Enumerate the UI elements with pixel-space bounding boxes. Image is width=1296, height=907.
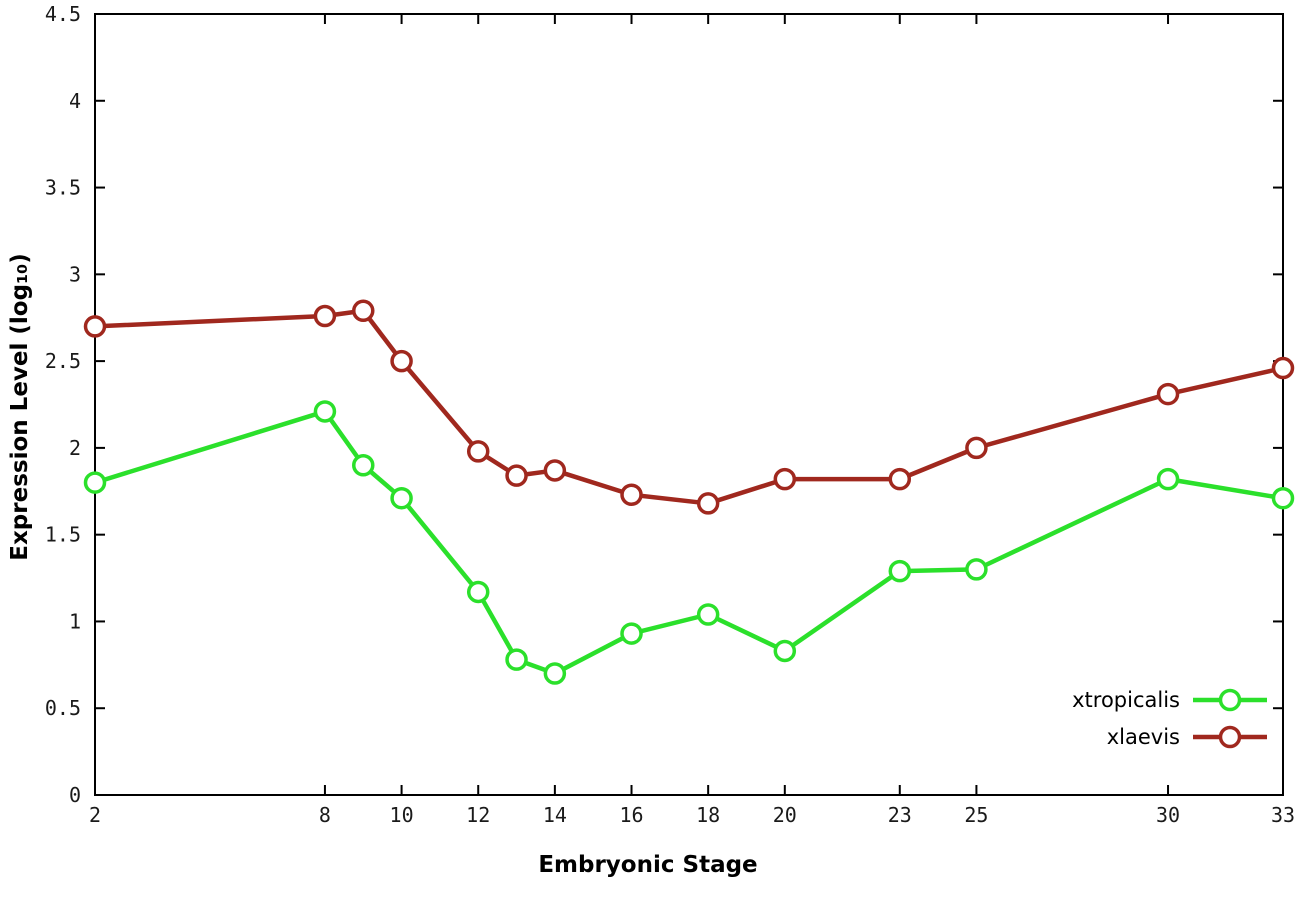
y-tick-label: 1 <box>69 609 81 633</box>
marker-xtropicalis <box>466 580 490 604</box>
y-tick-label: 4 <box>69 89 81 113</box>
y-tick-label: 3 <box>69 262 81 286</box>
marker-xtropicalis <box>390 486 413 510</box>
x-tick-label: 23 <box>888 803 912 827</box>
marker-xlaevis <box>1271 356 1295 380</box>
marker-xtropicalis <box>1271 486 1295 510</box>
x-tick-label: 18 <box>696 803 720 827</box>
marker-xlaevis <box>466 440 490 463</box>
y-tick-label: 2.5 <box>45 349 81 373</box>
x-tick-label: 33 <box>1271 803 1295 827</box>
legend-label-xlaevis: xlaevis <box>1107 725 1180 749</box>
marker-xlaevis <box>83 315 107 338</box>
marker-xtropicalis <box>965 558 988 581</box>
marker-xtropicalis <box>620 622 643 645</box>
x-tick-label: 14 <box>543 803 567 827</box>
y-tick-label: 0 <box>69 783 81 807</box>
x-tick-label: 8 <box>319 803 331 827</box>
x-tick-label: 25 <box>964 803 988 827</box>
marker-xtropicalis <box>313 400 337 423</box>
marker-xlaevis <box>1156 382 1180 406</box>
y-tick-label: 3.5 <box>45 176 81 200</box>
marker-xlaevis <box>696 492 720 515</box>
x-tick-label: 12 <box>466 803 490 827</box>
marker-xtropicalis <box>696 603 720 626</box>
series-line-xlaevis <box>92 308 1286 506</box>
x-tick-label: 30 <box>1156 803 1180 827</box>
y-axis-title: Expression Level (log₁₀) <box>7 253 33 561</box>
marker-xlaevis <box>390 349 413 373</box>
marker-xlaevis <box>965 436 988 460</box>
marker-xlaevis <box>313 304 337 328</box>
marker-xlaevis <box>352 299 375 323</box>
marker-xlaevis <box>888 467 912 491</box>
marker-xtropicalis <box>505 648 528 671</box>
x-axis-title: Embryonic Stage <box>538 852 758 878</box>
y-tick-label: 0.5 <box>45 696 81 720</box>
plot-border <box>94 13 1284 796</box>
y-tick-label: 4.5 <box>45 2 81 26</box>
x-tick-label: 20 <box>773 803 797 827</box>
marker-xlaevis <box>543 459 567 482</box>
marker-xlaevis <box>620 483 643 506</box>
marker-xtropicalis <box>352 453 375 477</box>
marker-xtropicalis <box>773 639 797 663</box>
marker-xlaevis <box>773 467 797 491</box>
legend-label-xtropicalis: xtropicalis <box>1072 688 1180 712</box>
x-tick-label: 10 <box>390 803 414 827</box>
legend-sample-marker <box>1218 725 1242 749</box>
legend-sample-marker <box>1218 688 1242 712</box>
marker-xtropicalis <box>1156 467 1180 491</box>
y-tick-label: 2 <box>69 436 81 460</box>
marker-xlaevis <box>505 464 528 487</box>
x-tick-label: 2 <box>89 803 101 827</box>
x-tick-label: 16 <box>619 803 643 827</box>
series-line-xtropicalis <box>92 409 1286 676</box>
marker-xtropicalis <box>543 662 567 685</box>
marker-xtropicalis <box>888 559 912 583</box>
marker-xtropicalis <box>83 471 107 494</box>
y-tick-label: 1.5 <box>45 523 81 547</box>
